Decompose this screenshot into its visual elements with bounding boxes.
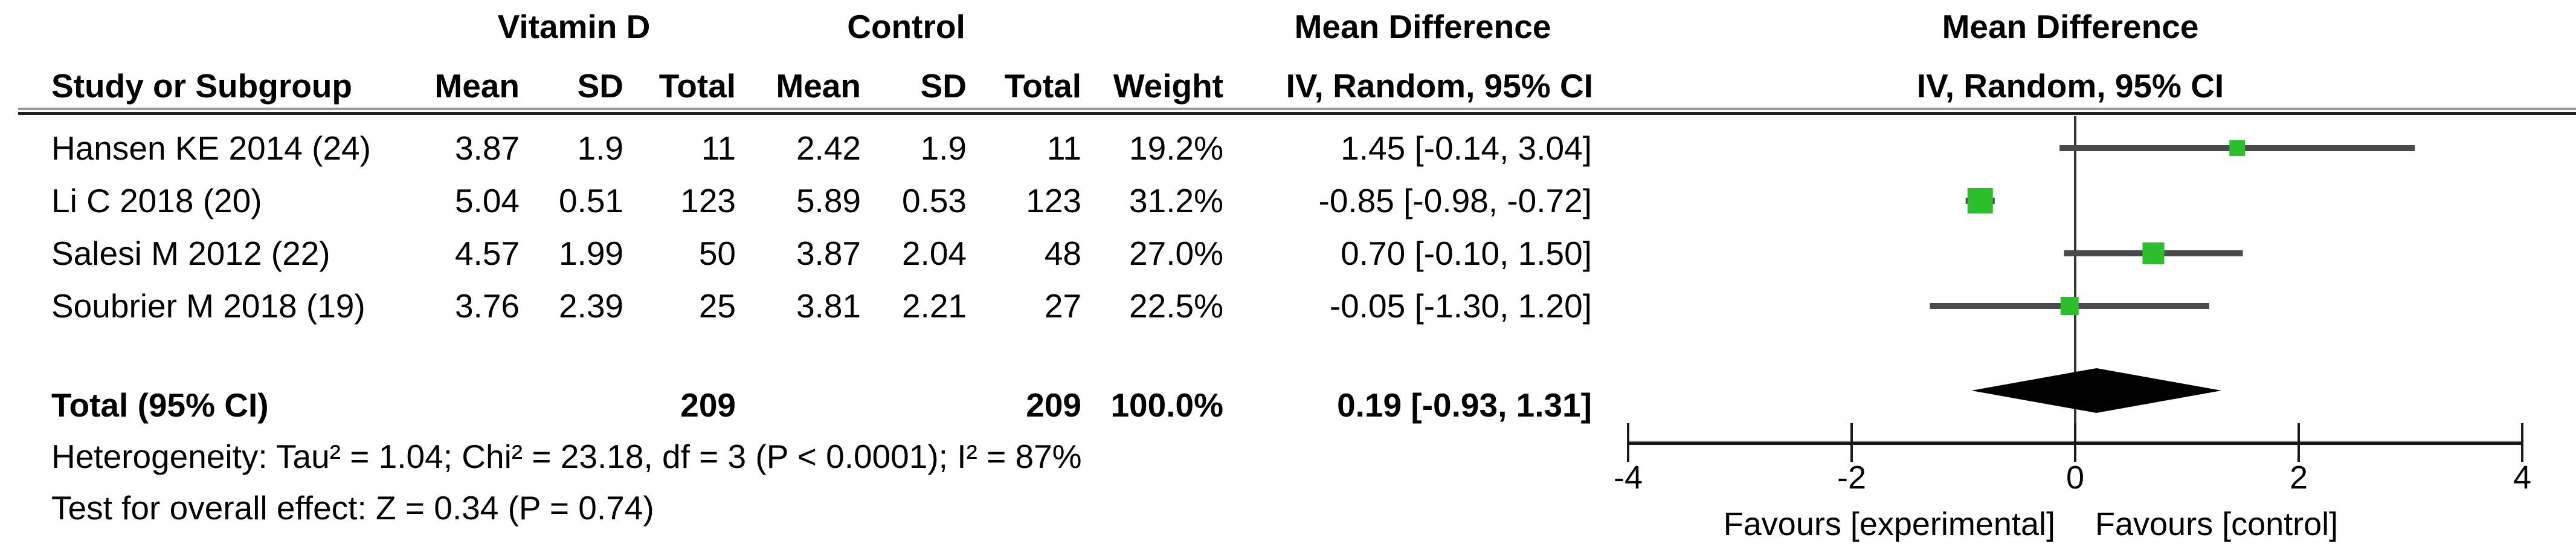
axis-tick-label: 4	[2513, 459, 2532, 496]
ctl-total-value: 123	[1026, 182, 1081, 219]
heterogeneity-text: Heterogeneity: Tau² = 1.04; Chi² = 23.18…	[51, 438, 1082, 475]
favours-right-label: Favours [control]	[2095, 506, 2339, 542]
overall-effect-text: Test for overall effect: Z = 0.34 (P = 0…	[51, 489, 654, 527]
effect-ci-value: 1.45 [-0.14, 3.04]	[1341, 129, 1592, 167]
ctl-sd-value: 1.9	[920, 129, 967, 167]
plot-title: Mean Difference	[1942, 8, 2199, 45]
group-header-experimental: Vitamin D	[497, 8, 651, 45]
exp-sd-value: 2.39	[558, 287, 623, 325]
total-weight: 100.0%	[1110, 386, 1223, 424]
exp-sd-value: 1.99	[558, 235, 623, 272]
ctl-total-value: 48	[1044, 235, 1081, 272]
total-diamond	[1971, 368, 2222, 413]
study-marker-square	[2142, 242, 2165, 264]
ctl-total-value: 11	[1046, 129, 1081, 167]
study-marker-square	[2060, 297, 2079, 315]
axis-tick-label: 2	[2289, 459, 2308, 496]
weight-value: 31.2%	[1129, 182, 1223, 219]
ctl-mean-value: 3.81	[796, 287, 861, 325]
axis-tick	[2074, 423, 2076, 462]
ctl-sd-value: 2.21	[901, 287, 967, 325]
ctl-total-value: 27	[1044, 287, 1081, 325]
ctl-mean-value: 2.42	[796, 129, 861, 167]
col-header-exp-mean: Mean	[434, 67, 520, 105]
weight-value: 22.5%	[1129, 287, 1223, 325]
axis-tick	[1627, 423, 1629, 462]
ctl-sd-value: 2.04	[901, 235, 967, 272]
study-label: Salesi M 2012 (22)	[51, 235, 330, 272]
effect-column-title: Mean Difference	[1294, 8, 1551, 45]
study-marker-square	[2229, 140, 2246, 156]
col-header-effect-method: IV, Random, 95% CI	[1286, 67, 1593, 105]
col-header-study: Study or Subgroup	[51, 67, 353, 105]
study-label: Li C 2018 (20)	[51, 182, 262, 219]
axis-tick	[2521, 423, 2523, 462]
col-header-exp-total: Total	[658, 67, 736, 105]
exp-sd-value: 0.51	[558, 182, 623, 219]
col-header-exp-sd: SD	[577, 67, 623, 105]
ctl-mean-value: 5.89	[796, 182, 861, 219]
weight-value: 19.2%	[1129, 129, 1223, 167]
study-label: Soubrier M 2018 (19)	[51, 287, 365, 325]
exp-total-value: 50	[698, 235, 736, 272]
ctl-sd-value: 0.53	[901, 182, 967, 219]
exp-total-value: 25	[698, 287, 736, 325]
total-exp-total: 209	[680, 386, 736, 424]
effect-ci-value: 0.70 [-0.10, 1.50]	[1341, 235, 1592, 272]
col-header-ctl-total: Total	[1004, 67, 1081, 105]
col-header-ctl-sd: SD	[920, 67, 967, 105]
axis-tick	[2297, 423, 2300, 462]
weight-value: 27.0%	[1129, 235, 1223, 272]
col-header-weight: Weight	[1113, 67, 1223, 105]
exp-mean-value: 3.76	[454, 287, 520, 325]
axis-tick	[1850, 423, 1853, 462]
study-marker-square	[1967, 188, 1993, 213]
total-row-label: Total (95% CI)	[51, 386, 269, 424]
study-label: Hansen KE 2014 (24)	[51, 129, 371, 167]
axis-tick-label: -4	[1613, 459, 1643, 496]
favours-left-label: Favours [experimental]	[1723, 506, 2055, 542]
group-header-control: Control	[847, 8, 965, 45]
exp-sd-value: 1.9	[577, 129, 623, 167]
effect-ci-value: -0.05 [-1.30, 1.20]	[1329, 287, 1592, 325]
axis-tick-label: 0	[2066, 459, 2085, 496]
total-ctl-total: 209	[1026, 386, 1081, 424]
header-divider	[18, 108, 2576, 115]
exp-total-value: 123	[680, 182, 736, 219]
axis-tick-label: -2	[1837, 459, 1866, 496]
ctl-mean-value: 3.87	[796, 235, 861, 272]
col-header-ctl-mean: Mean	[776, 67, 861, 105]
exp-mean-value: 4.57	[454, 235, 520, 272]
exp-mean-value: 5.04	[454, 182, 520, 219]
zero-line	[2074, 116, 2076, 443]
effect-ci-value: -0.85 [-0.98, -0.72]	[1318, 182, 1592, 219]
plot-subtitle: IV, Random, 95% CI	[1916, 67, 2224, 105]
exp-total-value: 11	[701, 129, 736, 167]
total-effect-ci: 0.19 [-0.93, 1.31]	[1337, 386, 1592, 424]
exp-mean-value: 3.87	[454, 129, 520, 167]
